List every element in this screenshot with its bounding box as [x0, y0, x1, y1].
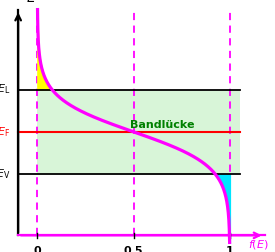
Text: $E$: $E$	[26, 0, 37, 5]
Text: Bandlücke: Bandlücke	[130, 120, 195, 130]
Text: 0,5: 0,5	[124, 246, 143, 252]
Text: $f(E)$: $f(E)$	[248, 238, 268, 251]
Text: $E_\mathrm{F}$: $E_\mathrm{F}$	[0, 125, 10, 139]
Text: $E_\mathrm{V}$: $E_\mathrm{V}$	[0, 167, 10, 181]
Bar	[37, 89, 240, 174]
Text: 0: 0	[34, 246, 41, 252]
Text: $E_\mathrm{L}$: $E_\mathrm{L}$	[0, 83, 10, 97]
Text: 1: 1	[226, 246, 234, 252]
